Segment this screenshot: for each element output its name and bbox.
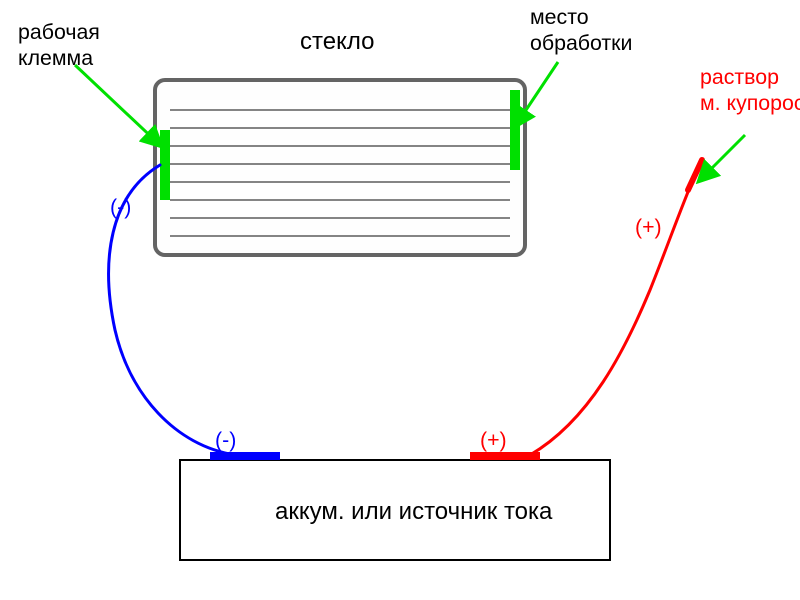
treatment-spot-label: место обработки [530, 5, 632, 56]
arrow-solution [700, 135, 745, 180]
positive-wire-tip [688, 160, 702, 190]
title-label: стекло [300, 28, 374, 57]
right-contact [510, 90, 520, 170]
solution-label: раствор м. купороса [700, 65, 800, 116]
diagram-stage: стекло рабочая клемма место обработки ра… [0, 0, 800, 600]
arrow-working-terminal [75, 65, 160, 145]
minus-bottom-label: (-) [215, 428, 236, 454]
minus-top-label: (-) [110, 195, 131, 221]
plus-bottom-label: (+) [480, 428, 507, 454]
positive-wire [530, 175, 695, 455]
working-terminal-label: рабочая клемма [18, 20, 100, 71]
battery-label: аккум. или источник тока [275, 498, 552, 527]
glass-body [155, 80, 525, 255]
plus-top-label: (+) [635, 215, 662, 241]
